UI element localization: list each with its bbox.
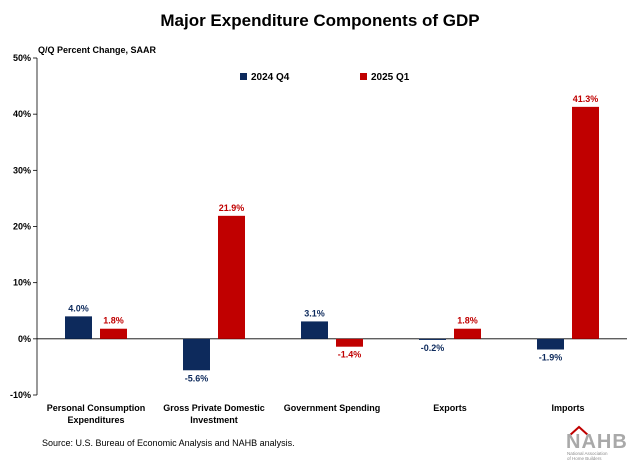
data-label: 41.3% — [573, 94, 599, 104]
data-label: -1.9% — [539, 353, 563, 363]
y-axis-title: Q/Q Percent Change, SAAR — [38, 45, 157, 55]
y-tick-label: 10% — [13, 278, 31, 288]
bar — [336, 338, 363, 347]
y-tick-label: 40% — [13, 109, 31, 119]
bar — [572, 106, 599, 339]
legend-swatch — [360, 73, 367, 80]
y-tick-label: 50% — [13, 53, 31, 63]
bar — [218, 215, 245, 339]
logo-text: NAHB — [566, 431, 628, 453]
bar — [419, 338, 446, 340]
y-tick-label: -10% — [10, 390, 31, 400]
y-tick-label: 30% — [13, 165, 31, 175]
nahb-logo: NAHB National Association of Home Builde… — [566, 425, 628, 461]
bar — [301, 321, 328, 339]
legend: 2024 Q4 2025 Q1 — [240, 72, 410, 83]
category-label: Investment — [190, 415, 238, 425]
plot-area: -10% 0% 10% 20% 30% 40% 50% 4.0% 1.8% Personal Co… — [10, 53, 627, 425]
category-label: Expenditures — [67, 415, 124, 425]
legend-label: 2024 Q4 — [251, 72, 290, 83]
data-label: -1.4% — [338, 350, 362, 360]
source-note: Source: U.S. Bureau of Economic Analysis… — [42, 438, 295, 448]
y-tick-label: 0% — [18, 334, 31, 344]
bar — [454, 328, 481, 339]
category-label: Imports — [551, 403, 584, 413]
category-label: Personal Consumption — [47, 403, 146, 413]
data-label: -0.2% — [421, 343, 445, 353]
legend-label: 2025 Q1 — [371, 72, 410, 83]
legend-swatch — [240, 73, 247, 80]
category-label: Exports — [433, 403, 467, 413]
data-label: -5.6% — [185, 373, 209, 383]
logo-subtext-line-2: of Home Builders — [567, 456, 602, 461]
bar — [65, 316, 92, 339]
data-label: 3.1% — [304, 308, 325, 318]
bar — [537, 338, 564, 350]
logo-subtext-line-1: National Association — [567, 451, 608, 456]
chart-title: Major Expenditure Components of GDP — [160, 11, 479, 30]
bar — [183, 338, 210, 371]
category-label: Gross Private Domestic — [163, 403, 265, 413]
y-tick-label: 20% — [13, 222, 31, 232]
data-label: 1.8% — [103, 316, 124, 326]
data-label: 1.8% — [457, 316, 478, 326]
bar — [100, 328, 127, 339]
category-label: Government Spending — [284, 403, 381, 413]
data-label: 4.0% — [68, 303, 89, 313]
house-roof-icon — [568, 425, 590, 437]
data-label: 21.9% — [219, 203, 245, 213]
